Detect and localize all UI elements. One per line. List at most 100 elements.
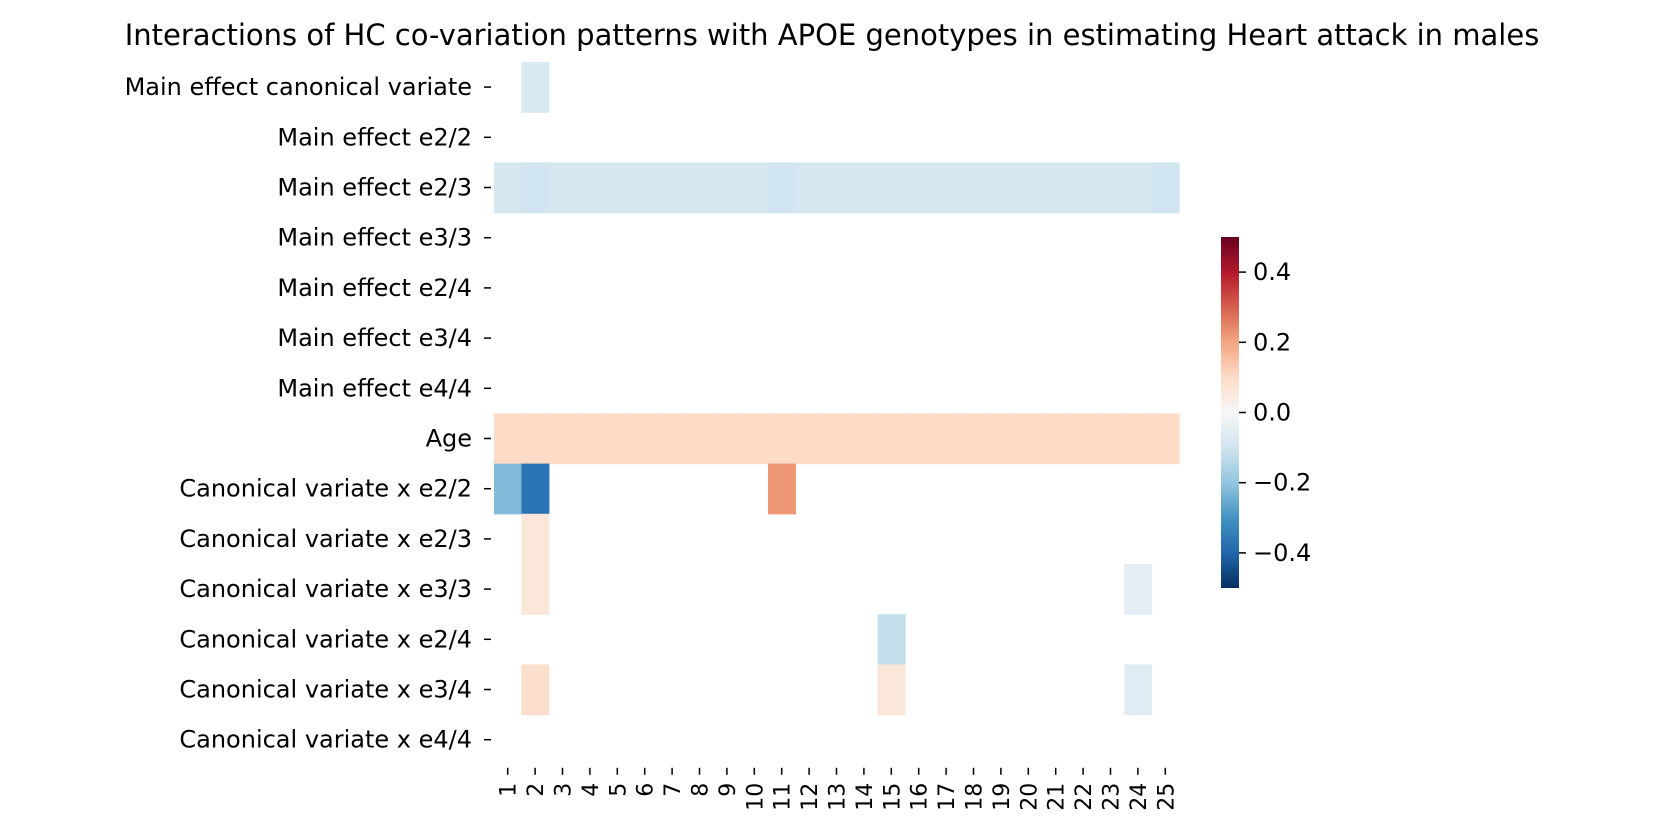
y-tick-label: Main effect e2/4 — [277, 274, 472, 302]
heatmap-cell — [1124, 413, 1153, 465]
heatmap-cell — [740, 162, 769, 214]
heatmap-cell — [822, 413, 851, 465]
heatmap-cell — [1096, 162, 1125, 214]
x-tick-label: 1 — [497, 783, 522, 797]
heatmap-cell — [713, 413, 742, 465]
heatmap-cell — [740, 413, 769, 465]
y-tick-label: Canonical variate x e2/3 — [179, 525, 472, 553]
colorbar-tick-label: −0.4 — [1253, 539, 1311, 567]
y-tick-label: Main effect e2/3 — [277, 174, 472, 202]
heatmap-cell — [768, 162, 796, 214]
heatmap-cell — [877, 614, 906, 665]
heatmap-cell — [521, 62, 550, 113]
colorbar-tick-label: 0.2 — [1253, 328, 1291, 356]
heatmap-cell — [576, 162, 605, 214]
y-tick-label: Main effect e2/2 — [277, 123, 472, 151]
heatmap-cell — [1069, 413, 1098, 465]
y-tick-label: Age — [426, 425, 472, 453]
heatmap-cell — [768, 413, 796, 465]
heatmap-cell — [603, 162, 632, 214]
x-tick-label: 12 — [798, 783, 823, 811]
x-tick-label: 6 — [634, 783, 659, 797]
heatmap-cell — [1124, 564, 1153, 615]
heatmap-cell — [877, 413, 906, 465]
heatmap-cell — [1151, 162, 1180, 214]
heatmap-cell — [494, 162, 522, 214]
heatmap-cell — [494, 463, 522, 515]
y-tick-label: Canonical variate x e2/4 — [179, 625, 472, 653]
heatmap-cell — [987, 413, 1016, 465]
heatmap-cell — [658, 162, 687, 214]
heatmap-cell — [658, 413, 687, 465]
heatmap-cell — [850, 162, 879, 214]
x-tick-label: 17 — [935, 783, 960, 811]
x-tick-label: 11 — [771, 783, 796, 811]
heatmap-cell — [548, 413, 577, 465]
heatmap-cell — [521, 564, 550, 615]
heatmap-cell — [494, 413, 522, 465]
heatmap-cell — [713, 162, 742, 214]
heatmap-cell — [1042, 162, 1070, 214]
heatmap-cell — [959, 162, 988, 214]
x-tick-label: 7 — [661, 783, 686, 797]
y-tick-label: Main effect e4/4 — [277, 374, 472, 402]
y-tick-label: Canonical variate x e3/4 — [179, 676, 472, 704]
heatmap-cell — [521, 664, 550, 716]
colorbar-gradient — [1221, 237, 1239, 588]
heatmap-cell — [521, 162, 550, 214]
y-tick-label: Main effect canonical variate — [125, 73, 472, 101]
colorbar: 0.4 0.2 0.0 −0.2 −0.4 — [1221, 237, 1311, 588]
heatmap-cell — [850, 413, 879, 465]
x-tick-label: 3 — [552, 783, 577, 797]
heatmap-cell — [1014, 162, 1043, 214]
heatmap-cell — [603, 413, 632, 465]
heatmap-cell — [631, 413, 659, 465]
heatmap-cell — [685, 413, 714, 465]
heatmap-cell — [521, 463, 550, 515]
chart-title: Interactions of HC co-variation patterns… — [125, 18, 1540, 52]
x-tick-label: 19 — [990, 783, 1015, 811]
heatmap-cell — [1124, 664, 1153, 716]
heatmap-cell — [932, 162, 961, 214]
heatmap-cells — [494, 62, 1180, 716]
x-tick-label: 16 — [908, 783, 933, 811]
x-tick-label: 24 — [1127, 783, 1152, 811]
heatmap-cell — [576, 413, 605, 465]
y-tick-label: Canonical variate x e3/3 — [179, 575, 472, 603]
heatmap-cell — [795, 162, 824, 214]
heatmap-cell — [1124, 162, 1153, 214]
heatmap-cell — [905, 162, 933, 214]
heatmap-cell — [1042, 413, 1070, 465]
heatmap-cell — [959, 413, 988, 465]
y-tick-label: Canonical variate x e4/4 — [179, 726, 472, 754]
x-tick-label: 8 — [689, 783, 714, 797]
x-tick-label: 9 — [716, 783, 741, 797]
x-tick-label: 4 — [579, 783, 604, 797]
heatmap-cell — [822, 162, 851, 214]
colorbar-tick-label: 0.0 — [1253, 399, 1291, 427]
heatmap-cell — [1151, 413, 1180, 465]
heatmap-cell — [877, 162, 906, 214]
heatmap-cell — [1069, 162, 1098, 214]
x-tick-label: 5 — [606, 783, 631, 797]
y-tick-label: Main effect e3/3 — [277, 224, 472, 252]
heatmap-cell — [521, 513, 550, 565]
x-tick-label: 25 — [1154, 783, 1179, 811]
x-tick-label: 22 — [1072, 783, 1097, 811]
x-tick-label: 20 — [1017, 783, 1042, 811]
y-tick-label: Main effect e3/4 — [277, 324, 472, 352]
heatmap-cell — [768, 463, 796, 515]
heatmap-cell — [987, 162, 1016, 214]
y-tick-label: Canonical variate x e2/2 — [179, 475, 472, 503]
x-tick-label: 21 — [1045, 783, 1070, 811]
x-axis: 1 2 3 4 5 6 7 8 9 10 11 12 13 14 15 16 17 18 19 20 21 22 23 24 2… — [497, 767, 1179, 811]
colorbar-tick-label: −0.2 — [1253, 469, 1311, 497]
heatmap-cell — [521, 413, 550, 465]
heatmap-cell — [795, 413, 824, 465]
y-axis: Main effect canonical variate Main effect… — [125, 73, 491, 754]
heatmap-cell — [932, 413, 961, 465]
x-tick-label: 2 — [524, 783, 549, 797]
x-tick-label: 14 — [853, 783, 878, 811]
heatmap-cell — [905, 413, 933, 465]
